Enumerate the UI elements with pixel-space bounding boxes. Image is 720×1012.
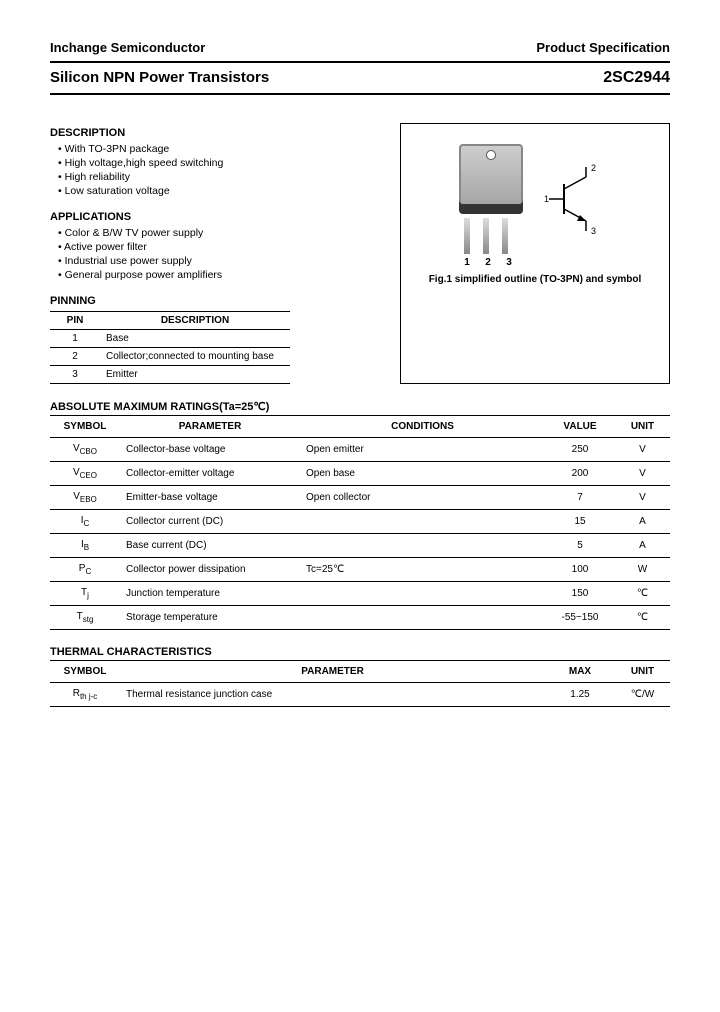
table-row: IC Collector current (DC) 15 A	[50, 510, 670, 534]
ratings-table: SYMBOL PARAMETER CONDITIONS VALUE UNIT V…	[50, 415, 670, 630]
col-desc: DESCRIPTION	[100, 312, 290, 330]
list-item: Low saturation voltage	[58, 185, 388, 197]
pinning-heading: PINNING	[50, 295, 388, 307]
col-pin: PIN	[50, 312, 100, 330]
product-family: Silicon NPN Power Transistors	[50, 69, 269, 87]
list-item: Active power filter	[58, 241, 388, 253]
list-item: High reliability	[58, 171, 388, 183]
title-bar: Silicon NPN Power Transistors 2SC2944	[50, 61, 670, 95]
ratings-heading: ABSOLUTE MAXIMUM RATINGS(Ta=25℃)	[50, 400, 670, 413]
svg-text:2: 2	[591, 163, 596, 173]
thermal-heading: THERMAL CHARACTERISTICS	[50, 646, 670, 658]
table-row: IB Base current (DC) 5 A	[50, 534, 670, 558]
package-drawing: 1 2 3	[456, 144, 526, 254]
table-header-row: PIN DESCRIPTION	[50, 312, 290, 330]
table-row: 2 Collector;connected to mounting base	[50, 348, 290, 366]
description-list: With TO-3PN package High voltage,high sp…	[50, 143, 388, 197]
applications-list: Color & B/W TV power supply Active power…	[50, 227, 388, 281]
list-item: General purpose power amplifiers	[58, 269, 388, 281]
list-item: Color & B/W TV power supply	[58, 227, 388, 239]
table-row: 1 Base	[50, 330, 290, 348]
applications-heading: APPLICATIONS	[50, 211, 388, 223]
list-item: Industrial use power supply	[58, 255, 388, 267]
list-item: With TO-3PN package	[58, 143, 388, 155]
thermal-table: SYMBOL PARAMETER MAX UNIT Rth j-c Therma…	[50, 660, 670, 707]
table-row: VCEO Collector-emitter voltage Open base…	[50, 462, 670, 486]
company-name: Inchange Semiconductor	[50, 40, 205, 55]
table-row: Tstg Storage temperature -55~150 ℃	[50, 606, 670, 630]
svg-text:3: 3	[591, 226, 596, 236]
table-row: 3 Emitter	[50, 366, 290, 384]
doc-header: Inchange Semiconductor Product Specifica…	[50, 40, 670, 55]
figure-panel: 1 2 3 1 2 3 Fig.1 simplified outline (TO…	[400, 123, 670, 384]
doc-type: Product Specification	[536, 40, 670, 55]
description-heading: DESCRIPTION	[50, 127, 388, 139]
table-row: VEBO Emitter-base voltage Open collector…	[50, 486, 670, 510]
pinning-table: PIN DESCRIPTION 1 Base 2 Collector;conne…	[50, 311, 290, 384]
svg-text:1: 1	[544, 194, 549, 204]
table-row: VCBO Collector-base voltage Open emitter…	[50, 438, 670, 462]
transistor-symbol-icon: 1 2 3	[544, 159, 614, 239]
part-number: 2SC2944	[603, 69, 670, 87]
table-row: PC Collector power dissipation Tc=25℃ 10…	[50, 558, 670, 582]
figure-caption: Fig.1 simplified outline (TO-3PN) and sy…	[411, 274, 659, 285]
table-row: Rth j-c Thermal resistance junction case…	[50, 683, 670, 707]
table-header-row: SYMBOL PARAMETER CONDITIONS VALUE UNIT	[50, 416, 670, 438]
table-header-row: SYMBOL PARAMETER MAX UNIT	[50, 661, 670, 683]
list-item: High voltage,high speed switching	[58, 157, 388, 169]
table-row: Tj Junction temperature 150 ℃	[50, 582, 670, 606]
